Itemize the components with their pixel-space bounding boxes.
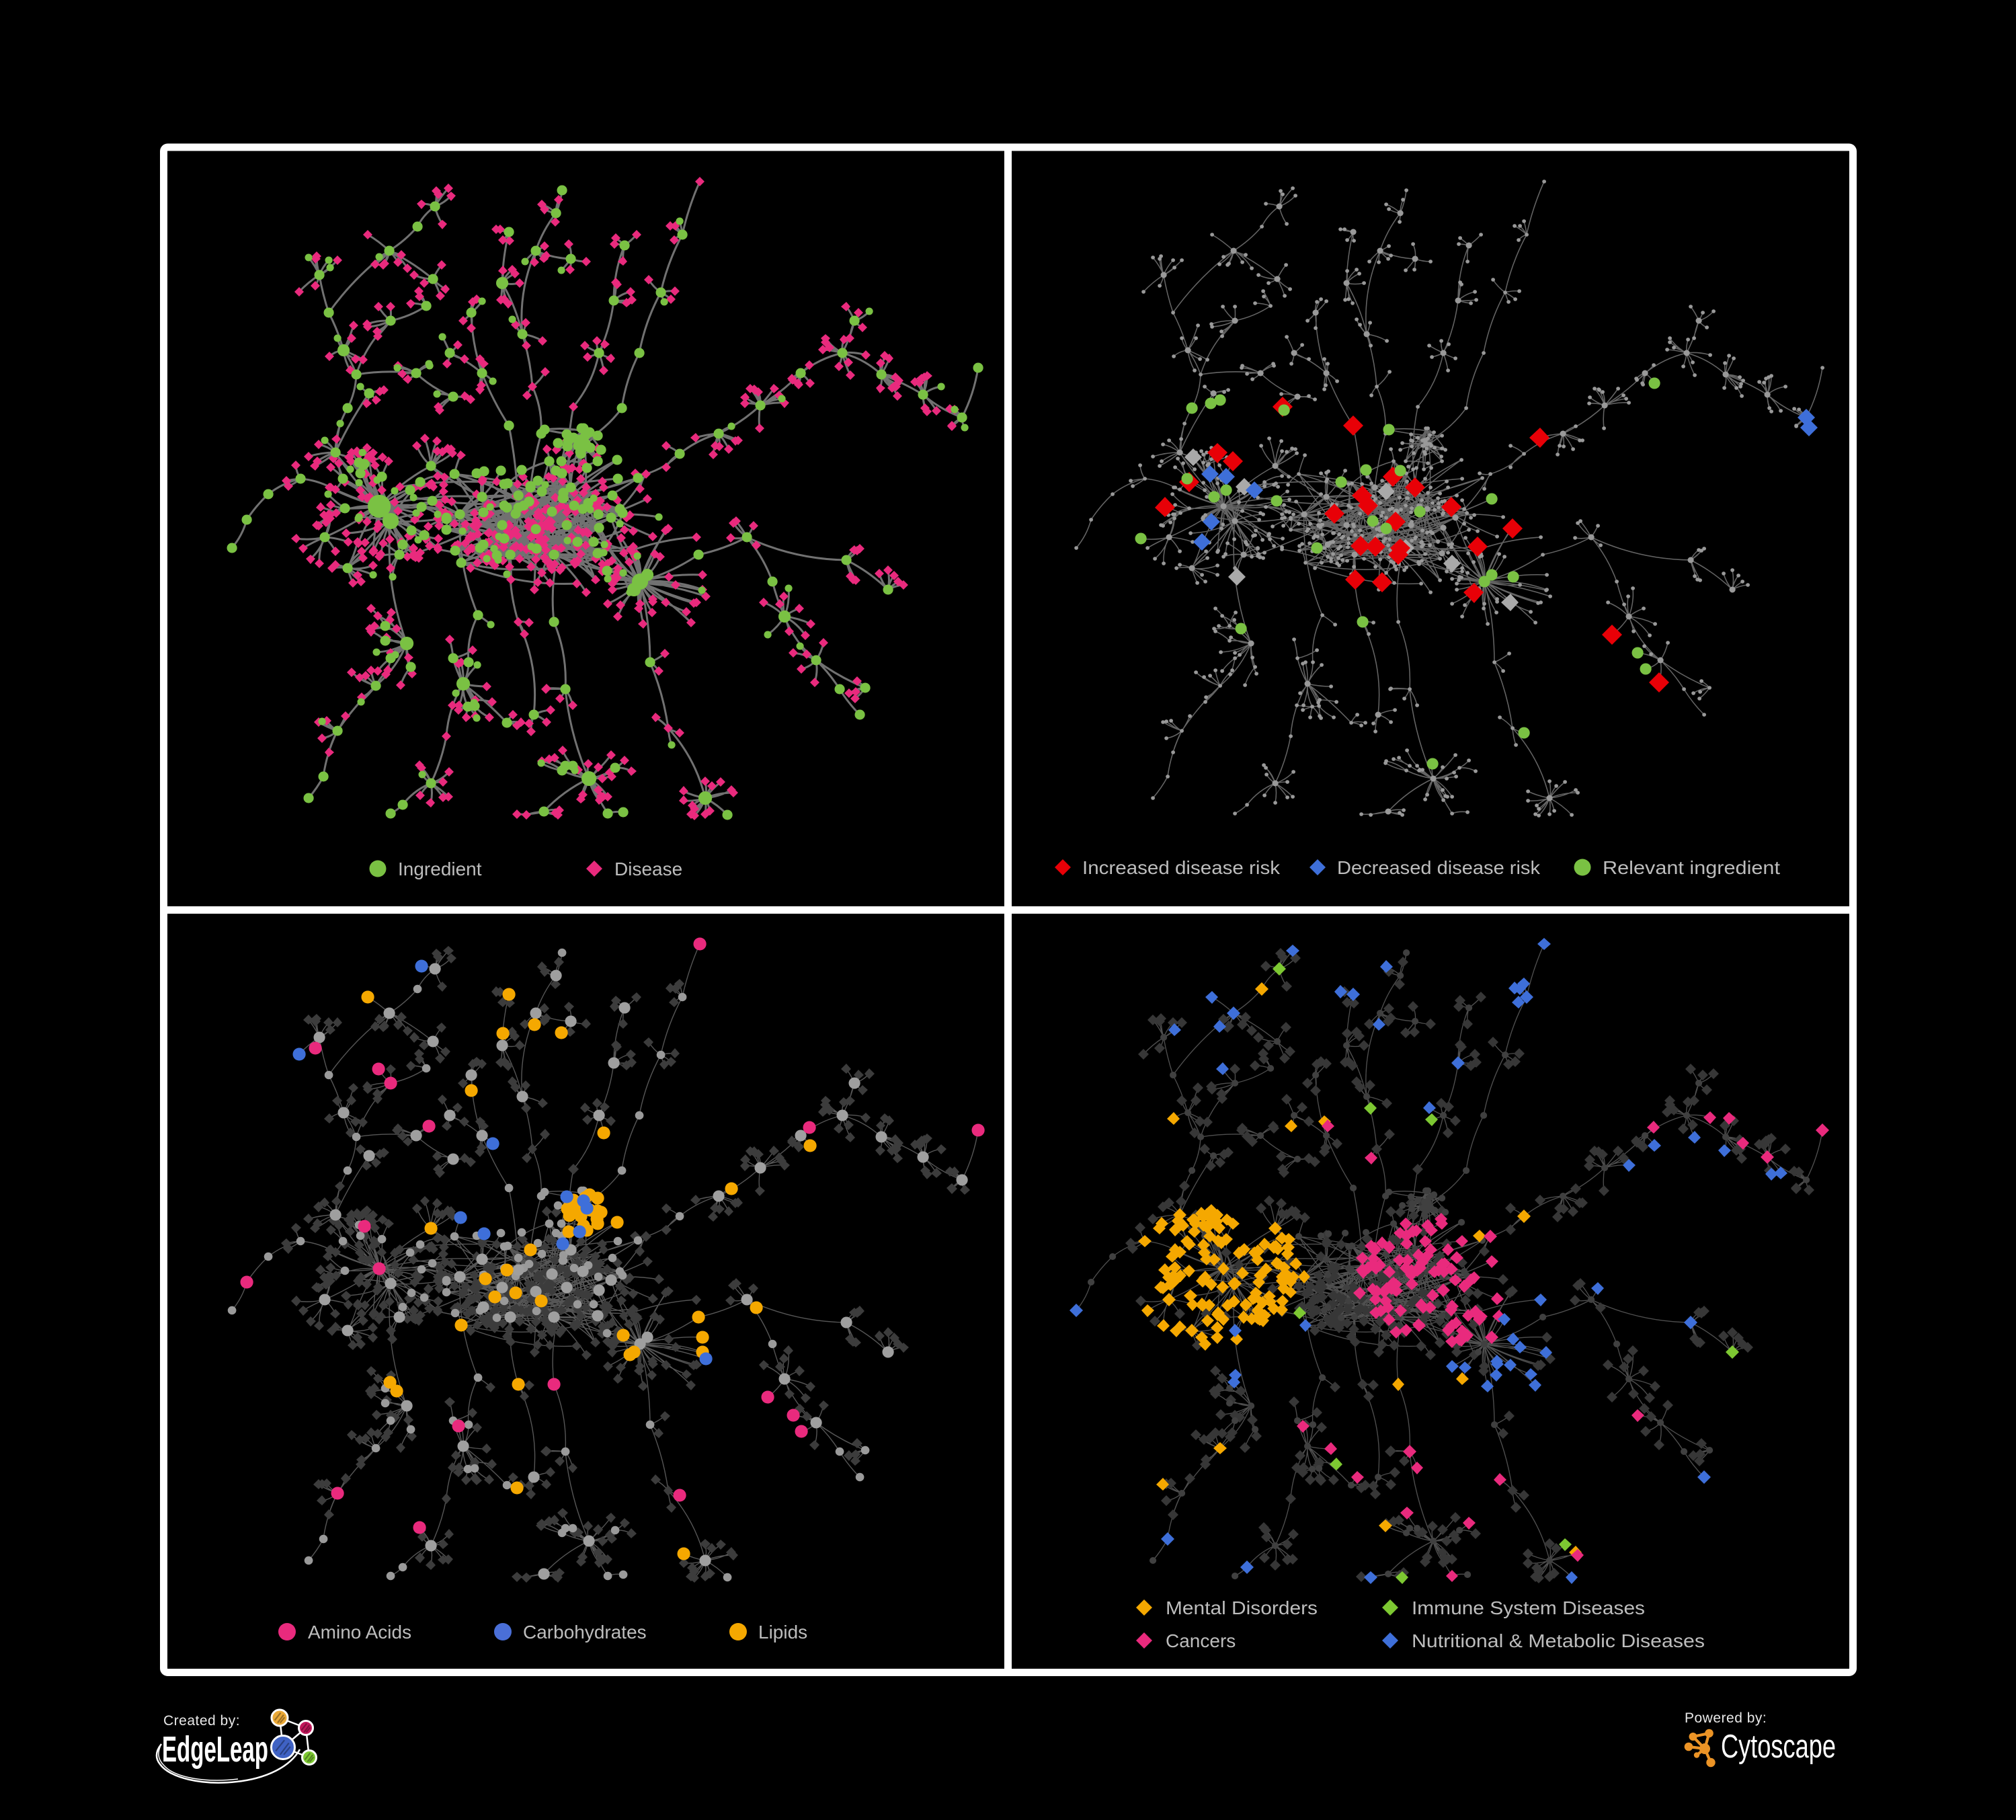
svg-text:Cytoscape: Cytoscape (1721, 1729, 1836, 1765)
svg-text:Amino Acids: Amino Acids (308, 1622, 411, 1643)
svg-text:Powered by:: Powered by: (1685, 1710, 1767, 1726)
svg-text:Nutritional & Metabolic Diseas: Nutritional & Metabolic Diseases (1412, 1630, 1705, 1651)
svg-text:Lipids: Lipids (758, 1622, 807, 1643)
svg-text:Mental Disorders: Mental Disorders (1166, 1597, 1318, 1618)
svg-text:Increased disease risk: Increased disease risk (1082, 857, 1281, 878)
svg-text:EdgeLeap: EdgeLeap (162, 1729, 268, 1770)
svg-text:Immune System Diseases: Immune System Diseases (1412, 1597, 1645, 1618)
svg-text:Ingredient: Ingredient (398, 859, 482, 879)
svg-text:Created by:: Created by: (163, 1713, 240, 1729)
svg-text:Decreased disease risk: Decreased disease risk (1337, 857, 1541, 878)
svg-text:Carbohydrates: Carbohydrates (523, 1622, 647, 1643)
svg-text:Cancers: Cancers (1166, 1630, 1236, 1651)
svg-text:Disease: Disease (614, 859, 682, 879)
svg-text:Relevant ingredient: Relevant ingredient (1603, 857, 1780, 878)
